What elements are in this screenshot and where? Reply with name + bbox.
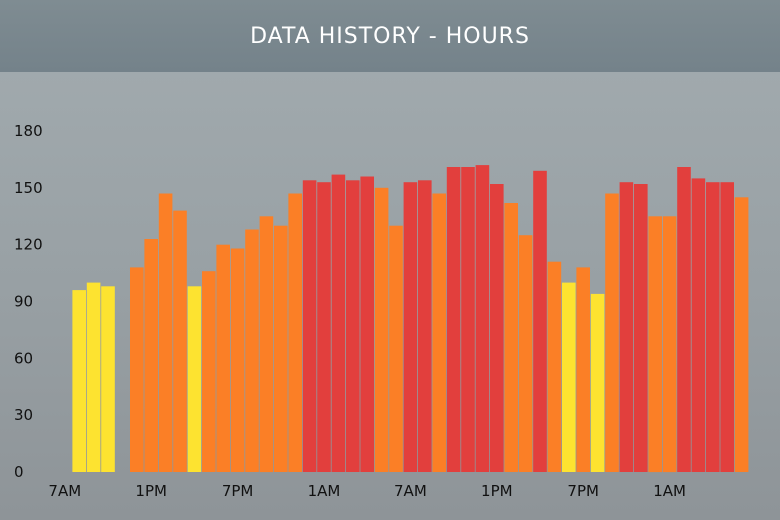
bars bbox=[72, 165, 749, 473]
chart-title: DATA HISTORY - HOURS bbox=[250, 23, 530, 49]
bar bbox=[590, 293, 605, 472]
bar bbox=[403, 182, 418, 472]
bar bbox=[86, 282, 101, 472]
bar bbox=[158, 193, 173, 472]
y-axis: 0 30 60 90 120 150 180 bbox=[14, 122, 43, 481]
bar bbox=[677, 167, 691, 472]
y-tick-label: 30 bbox=[14, 406, 33, 424]
bar bbox=[504, 203, 518, 472]
bar bbox=[230, 248, 245, 472]
bar bbox=[518, 235, 533, 472]
y-tick-label: 0 bbox=[14, 463, 24, 481]
bar bbox=[720, 182, 734, 472]
bar bbox=[576, 267, 590, 472]
bar bbox=[317, 182, 331, 472]
bar bbox=[346, 180, 360, 473]
bar bbox=[331, 174, 346, 472]
x-tick-label: 1AM bbox=[308, 482, 341, 500]
bar bbox=[360, 176, 374, 472]
bar bbox=[461, 167, 475, 472]
y-tick-label: 150 bbox=[14, 179, 43, 197]
bar bbox=[562, 282, 576, 472]
bar-chart: 0 30 60 90 120 150 180 7AM 1PM 7PM 1AM 7AM 1PM 7PM 1A… bbox=[14, 122, 749, 500]
x-tick-label: 7AM bbox=[394, 482, 427, 500]
bar bbox=[374, 187, 389, 473]
x-axis: 7AM 1PM 7PM 1AM 7AM 1PM 7PM 1AM bbox=[48, 482, 686, 500]
bar bbox=[648, 216, 662, 473]
x-tick-label: 7PM bbox=[567, 482, 599, 500]
bar bbox=[216, 244, 230, 472]
bar bbox=[634, 184, 648, 472]
bar bbox=[662, 216, 677, 473]
bar bbox=[490, 184, 504, 472]
bar bbox=[187, 286, 202, 472]
bar bbox=[130, 267, 144, 472]
bar bbox=[144, 239, 158, 472]
y-tick-label: 180 bbox=[14, 122, 43, 140]
bar bbox=[432, 193, 446, 472]
bar bbox=[259, 216, 274, 473]
bar bbox=[389, 225, 403, 472]
x-tick-label: 1PM bbox=[135, 482, 167, 500]
y-tick-label: 120 bbox=[14, 236, 43, 254]
bar bbox=[475, 165, 490, 472]
bar bbox=[605, 193, 619, 472]
bar bbox=[619, 182, 634, 472]
bar bbox=[706, 182, 720, 472]
bar bbox=[734, 197, 749, 473]
bar bbox=[547, 261, 562, 472]
bar bbox=[533, 170, 547, 473]
bar bbox=[288, 193, 302, 472]
y-tick-label: 60 bbox=[14, 349, 33, 367]
bar bbox=[418, 180, 432, 473]
bar bbox=[72, 290, 86, 472]
bar bbox=[202, 271, 216, 472]
bar bbox=[101, 286, 115, 472]
x-tick-label: 7PM bbox=[222, 482, 254, 500]
bar bbox=[446, 167, 461, 472]
bar bbox=[245, 229, 259, 472]
y-tick-label: 90 bbox=[14, 293, 33, 311]
bar bbox=[302, 180, 317, 473]
header-bar: DATA HISTORY - HOURS bbox=[0, 0, 780, 72]
x-tick-label: 7AM bbox=[48, 482, 81, 500]
bar bbox=[274, 225, 288, 472]
x-tick-label: 1AM bbox=[653, 482, 686, 500]
bar bbox=[691, 178, 706, 472]
x-tick-label: 1PM bbox=[481, 482, 513, 500]
bar bbox=[173, 210, 187, 472]
